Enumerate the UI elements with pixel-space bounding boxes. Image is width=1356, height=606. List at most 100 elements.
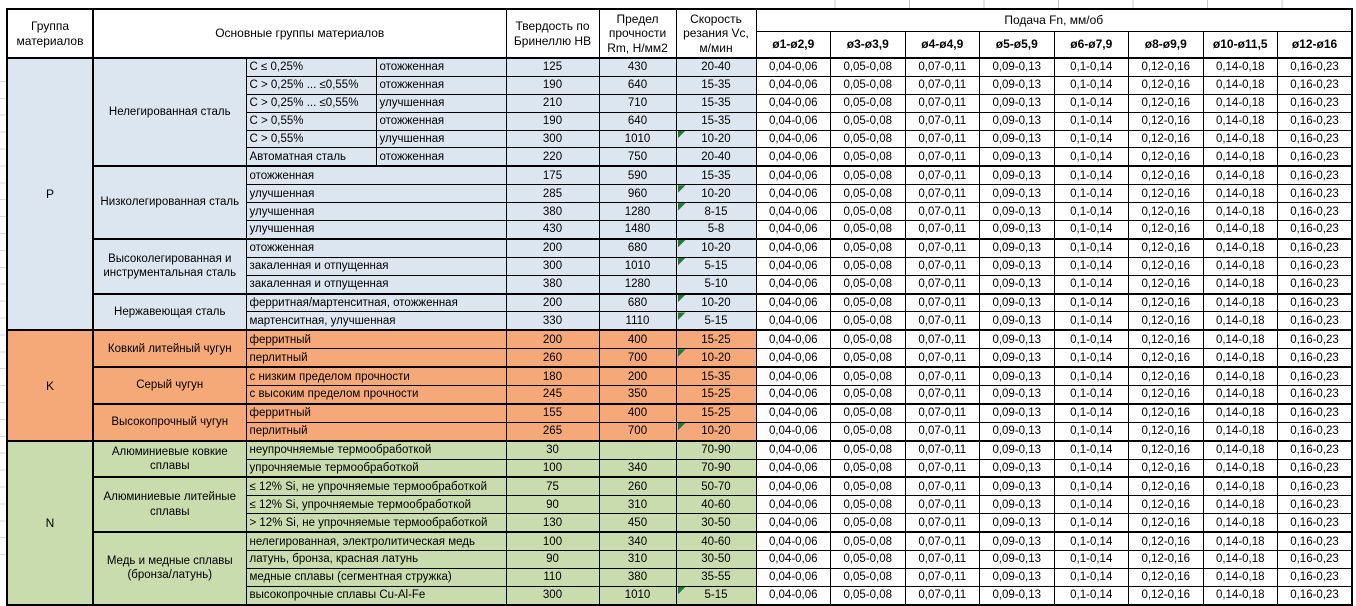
feed-cell-d6[interactable]: 0,12-0,16 (1128, 57, 1204, 77)
speed-cell[interactable]: 10-20 (675, 129, 757, 149)
material-family-cell[interactable]: Серый чугун (92, 366, 247, 405)
group-cell[interactable]: K (6, 329, 94, 442)
feed-cell-d8[interactable]: 0,16-0,23 (1277, 256, 1353, 276)
speed-cell[interactable]: 15-25 (675, 385, 757, 405)
feed-cell-d6[interactable]: 0,12-0,16 (1128, 366, 1204, 387)
feed-cell-d5[interactable]: 0,1-0,14 (1053, 439, 1129, 460)
feed-cell-d4[interactable]: 0,09-0,13 (979, 348, 1055, 368)
strength-cell[interactable]: 960 (598, 184, 677, 204)
feed-cell-d1[interactable]: 0,04-0,06 (755, 402, 831, 423)
feed-cell-d2[interactable]: 0,05-0,08 (830, 311, 906, 331)
feed-cell-d1[interactable]: 0,04-0,06 (755, 57, 831, 77)
feed-cell-d2[interactable]: 0,05-0,08 (830, 75, 906, 95)
feed-cell-d5[interactable]: 0,1-0,14 (1053, 421, 1129, 442)
feed-cell-d6[interactable]: 0,12-0,16 (1128, 402, 1204, 423)
feed-cell-d6[interactable]: 0,12-0,16 (1128, 550, 1204, 569)
feed-cell-d8[interactable]: 0,16-0,23 (1277, 439, 1353, 460)
feed-cell-d1[interactable]: 0,04-0,06 (755, 366, 831, 387)
material-family-cell[interactable]: Алюминиевые литейные сплавы (92, 476, 247, 533)
material-desc-cell[interactable]: ≤ 12% Si, упрочняемые термообработкой (245, 495, 507, 515)
material-family-cell[interactable]: Ковкий литейный чугун (92, 329, 247, 368)
feed-cell-d3[interactable]: 0,07-0,11 (904, 567, 980, 587)
feed-cell-d5[interactable]: 0,1-0,14 (1053, 202, 1129, 222)
feed-cell-d6[interactable]: 0,12-0,16 (1128, 93, 1204, 113)
speed-cell[interactable]: 15-35 (675, 111, 757, 131)
feed-cell-d8[interactable]: 0,16-0,23 (1277, 202, 1353, 222)
feed-cell-d4[interactable]: 0,09-0,13 (979, 513, 1055, 533)
feed-cell-d4[interactable]: 0,09-0,13 (979, 585, 1055, 606)
hardness-cell[interactable]: 100 (505, 531, 600, 552)
feed-cell-d3[interactable]: 0,07-0,11 (904, 256, 980, 276)
feed-cell-d1[interactable]: 0,04-0,06 (755, 385, 831, 405)
hardness-cell[interactable]: 90 (505, 550, 600, 569)
strength-cell[interactable]: 700 (598, 421, 677, 442)
material-desc-cell[interactable]: закаленная и отпущенная (245, 256, 507, 276)
strength-cell[interactable]: 260 (598, 476, 677, 497)
feed-cell-d4[interactable]: 0,09-0,13 (979, 57, 1055, 77)
feed-cell-d1[interactable]: 0,04-0,06 (755, 476, 831, 497)
material-desc-cell[interactable]: закаленная и отпущенная (245, 274, 507, 295)
feed-cell-d7[interactable]: 0,14-0,18 (1202, 220, 1278, 240)
col-header-feed-d7[interactable]: ø10-ø11,5 (1202, 31, 1278, 59)
feed-cell-d3[interactable]: 0,07-0,11 (904, 421, 980, 442)
feed-cell-d8[interactable]: 0,16-0,23 (1277, 329, 1353, 350)
feed-cell-d6[interactable]: 0,12-0,16 (1128, 439, 1204, 460)
hardness-cell[interactable]: 265 (505, 421, 600, 442)
feed-cell-d3[interactable]: 0,07-0,11 (904, 402, 980, 423)
feed-cell-d5[interactable]: 0,1-0,14 (1053, 57, 1129, 77)
strength-cell[interactable]: 750 (598, 147, 677, 167)
speed-cell[interactable]: 30-50 (675, 513, 757, 533)
speed-cell[interactable]: 10-20 (675, 348, 757, 368)
col-header-cutting-speed[interactable]: Скорость резания Vc, м/мин (675, 8, 757, 59)
feed-cell-d8[interactable]: 0,16-0,23 (1277, 237, 1353, 258)
speed-cell[interactable]: 10-20 (675, 237, 757, 258)
feed-cell-d1[interactable]: 0,04-0,06 (755, 292, 831, 313)
feed-cell-d7[interactable]: 0,14-0,18 (1202, 129, 1278, 149)
hardness-cell[interactable]: 330 (505, 311, 600, 331)
feed-cell-d7[interactable]: 0,14-0,18 (1202, 165, 1278, 186)
strength-cell[interactable]: 700 (598, 348, 677, 368)
material-desc-cell[interactable]: отожженная (245, 237, 507, 258)
feed-cell-d4[interactable]: 0,09-0,13 (979, 439, 1055, 460)
feed-cell-d4[interactable]: 0,09-0,13 (979, 256, 1055, 276)
hardness-cell[interactable]: 130 (505, 513, 600, 533)
feed-cell-d7[interactable]: 0,14-0,18 (1202, 202, 1278, 222)
strength-cell[interactable]: 640 (598, 111, 677, 131)
speed-cell[interactable]: 35-55 (675, 567, 757, 587)
feed-cell-d6[interactable]: 0,12-0,16 (1128, 202, 1204, 222)
material-state-cell[interactable]: улучшенная (375, 93, 507, 113)
feed-cell-d6[interactable]: 0,12-0,16 (1128, 567, 1204, 587)
col-header-feed-title[interactable]: Подача Fn, мм/об (755, 8, 1353, 32)
feed-cell-d5[interactable]: 0,1-0,14 (1053, 220, 1129, 240)
feed-cell-d4[interactable]: 0,09-0,13 (979, 292, 1055, 313)
feed-cell-d2[interactable]: 0,05-0,08 (830, 531, 906, 552)
speed-cell[interactable]: 5-15 (675, 585, 757, 606)
feed-cell-d6[interactable]: 0,12-0,16 (1128, 129, 1204, 149)
strength-cell[interactable] (598, 439, 677, 460)
feed-cell-d6[interactable]: 0,12-0,16 (1128, 421, 1204, 442)
feed-cell-d3[interactable]: 0,07-0,11 (904, 274, 980, 295)
feed-cell-d6[interactable]: 0,12-0,16 (1128, 348, 1204, 368)
feed-cell-d2[interactable]: 0,05-0,08 (830, 165, 906, 186)
feed-cell-d1[interactable]: 0,04-0,06 (755, 184, 831, 204)
hardness-cell[interactable]: 300 (505, 256, 600, 276)
feed-cell-d4[interactable]: 0,09-0,13 (979, 385, 1055, 405)
feed-cell-d3[interactable]: 0,07-0,11 (904, 111, 980, 131)
strength-cell[interactable]: 1480 (598, 220, 677, 240)
feed-cell-d7[interactable]: 0,14-0,18 (1202, 366, 1278, 387)
feed-cell-d4[interactable]: 0,09-0,13 (979, 495, 1055, 515)
feed-cell-d6[interactable]: 0,12-0,16 (1128, 147, 1204, 167)
hardness-cell[interactable]: 430 (505, 220, 600, 240)
feed-cell-d5[interactable]: 0,1-0,14 (1053, 184, 1129, 204)
feed-cell-d5[interactable]: 0,1-0,14 (1053, 476, 1129, 497)
feed-cell-d5[interactable]: 0,1-0,14 (1053, 111, 1129, 131)
strength-cell[interactable]: 450 (598, 513, 677, 533)
feed-cell-d5[interactable]: 0,1-0,14 (1053, 366, 1129, 387)
feed-cell-d5[interactable]: 0,1-0,14 (1053, 274, 1129, 295)
strength-cell[interactable]: 1010 (598, 256, 677, 276)
feed-cell-d2[interactable]: 0,05-0,08 (830, 256, 906, 276)
material-desc-cell[interactable]: ферритная/мартенситная, отожженная (245, 292, 507, 313)
feed-cell-d4[interactable]: 0,09-0,13 (979, 274, 1055, 295)
feed-cell-d2[interactable]: 0,05-0,08 (830, 329, 906, 350)
feed-cell-d7[interactable]: 0,14-0,18 (1202, 111, 1278, 131)
